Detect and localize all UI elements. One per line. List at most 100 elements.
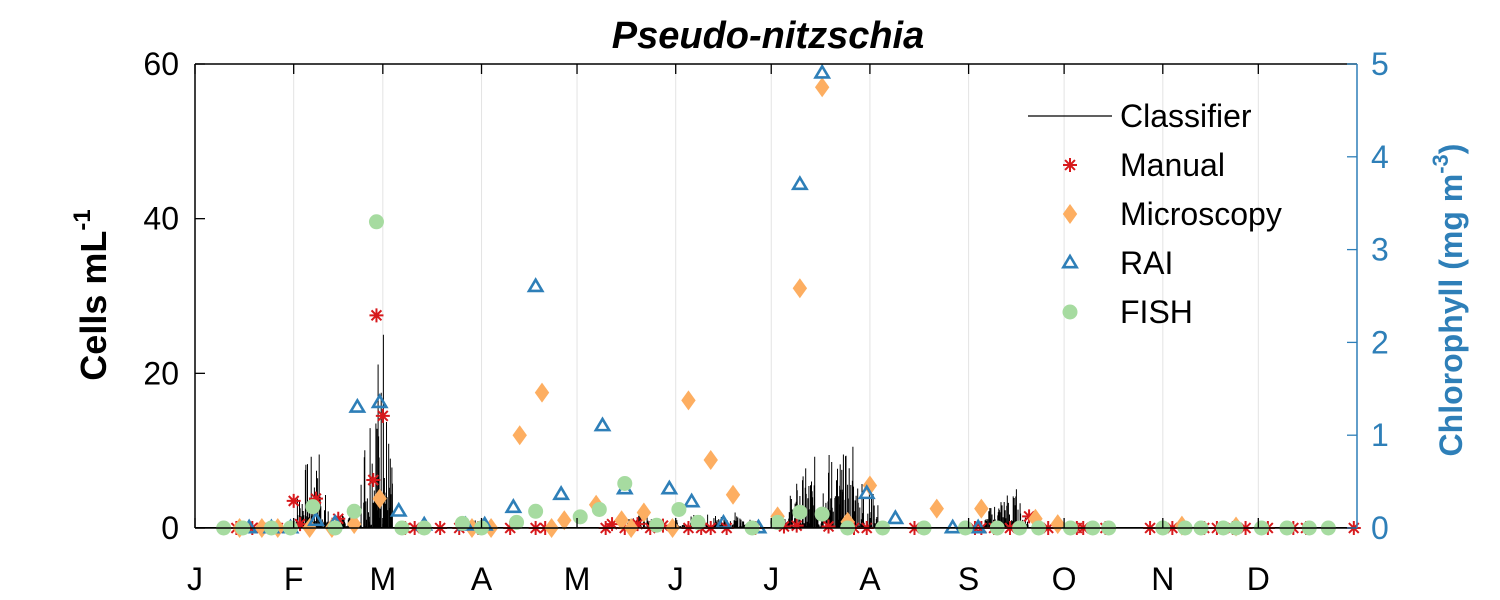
x-tick-label: J — [187, 561, 203, 597]
manual-point — [286, 493, 301, 508]
series-manual — [229, 308, 1361, 535]
microscopy-point — [725, 484, 741, 505]
y-axis-left-label: Cells mL-1 — [69, 209, 114, 380]
fish-point — [617, 475, 633, 491]
microscopy-point — [681, 390, 696, 411]
manual-point — [308, 491, 323, 506]
microscopy-point — [512, 425, 527, 446]
y-tick-label-right: 3 — [1371, 232, 1389, 268]
rai-point — [682, 492, 701, 508]
x-tick-label: S — [958, 561, 979, 597]
x-tick-label: A — [859, 561, 881, 597]
microscopy-point — [703, 449, 718, 470]
rai-point — [307, 511, 325, 527]
manual-point — [366, 473, 381, 488]
manual-point — [369, 308, 384, 323]
y-tick-label-right: 4 — [1371, 139, 1389, 175]
fish-point — [690, 514, 706, 530]
rai-point — [969, 518, 988, 534]
rai-point — [943, 518, 962, 534]
microscopy-point — [929, 498, 944, 519]
fish-point — [528, 503, 544, 519]
fish-point — [305, 499, 321, 515]
legend-rai-swatch — [1061, 253, 1079, 269]
microscopy-point — [792, 278, 808, 299]
y-axis-right-label: Chlorophyll (mg m-3) — [1428, 144, 1469, 457]
fish-point — [509, 514, 525, 530]
legend-label-fish: FISH — [1120, 294, 1193, 330]
y-tick-label-right: 0 — [1371, 510, 1389, 546]
y-tick-label-left: 20 — [143, 355, 179, 391]
y-tick-label-left: 60 — [143, 46, 179, 82]
rai-point — [790, 175, 809, 191]
legend-microscopy-swatch — [1062, 204, 1078, 224]
x-tick-label: J — [763, 561, 779, 597]
manual-point — [776, 519, 791, 534]
y-tick-label-left: 40 — [143, 201, 179, 237]
fish-point — [346, 503, 362, 519]
manual-point — [1022, 509, 1037, 524]
chart-title: Pseudo-nitzschia — [612, 15, 925, 57]
x-tick-label: N — [1151, 561, 1174, 597]
microscopy-point — [346, 514, 362, 535]
rai-point — [348, 397, 367, 413]
microscopy-point — [636, 502, 652, 523]
x-tick-label: D — [1247, 561, 1270, 597]
microscopy-point — [814, 77, 830, 98]
microscopy-point — [862, 475, 878, 496]
legend-manual-swatch — [1063, 158, 1077, 172]
x-tick-label: M — [370, 561, 397, 597]
legend-label-microscopy: Microscopy — [1120, 196, 1282, 232]
microscopy-point — [557, 510, 572, 531]
x-tick-label: F — [284, 561, 304, 597]
rai-point — [660, 479, 679, 495]
fish-point — [572, 509, 588, 525]
series-classifier-line — [195, 334, 1357, 528]
series-microscopy — [232, 77, 1244, 538]
fish-point — [368, 214, 384, 230]
x-tick-label: M — [564, 561, 591, 597]
x-tick-label: O — [1052, 561, 1077, 597]
classifier-line — [293, 334, 1030, 528]
fish-point — [591, 501, 607, 517]
manual-point — [375, 408, 390, 423]
legend-label-manual: Manual — [1120, 147, 1225, 183]
rai-point — [886, 509, 905, 525]
rai-point — [813, 63, 832, 79]
manual-point — [821, 519, 836, 534]
y-tick-label-right: 5 — [1371, 46, 1389, 82]
manual-point — [630, 517, 645, 532]
legend-label-rai: RAI — [1120, 245, 1173, 281]
rai-point — [857, 484, 876, 500]
microscopy-point — [372, 488, 387, 509]
rai-point — [593, 416, 612, 432]
axes — [194, 63, 1358, 529]
manual-point — [789, 518, 804, 533]
y-tick-label-right: 1 — [1371, 417, 1389, 453]
x-tick-label: A — [471, 561, 493, 597]
y-tick-label-right: 2 — [1371, 324, 1389, 360]
rai-point — [370, 393, 389, 409]
fish-point — [770, 514, 786, 530]
fish-point — [792, 504, 808, 520]
rai-point — [552, 485, 571, 501]
fish-point — [671, 501, 687, 517]
manual-point — [605, 517, 620, 532]
vertical-gridlines — [293, 64, 1259, 528]
microscopy-point — [974, 498, 989, 519]
x-tick-label: J — [668, 561, 684, 597]
rai-point — [504, 498, 523, 514]
fish-point — [454, 515, 470, 531]
microscopy-point — [534, 382, 550, 403]
legend-fish-swatch — [1062, 304, 1078, 320]
manual-point — [293, 517, 308, 532]
rai-point — [526, 277, 545, 293]
manual-point — [331, 511, 346, 526]
tick-labels: J F M A M J J A S O N D 0 20 40 60 0 1 2 3 4 5 — [143, 46, 1388, 597]
rai-point — [389, 501, 408, 517]
microscopy-point — [614, 510, 629, 531]
series-rai — [240, 63, 988, 534]
y-tick-label-left: 0 — [161, 510, 179, 546]
microscopy-point — [1050, 514, 1065, 535]
